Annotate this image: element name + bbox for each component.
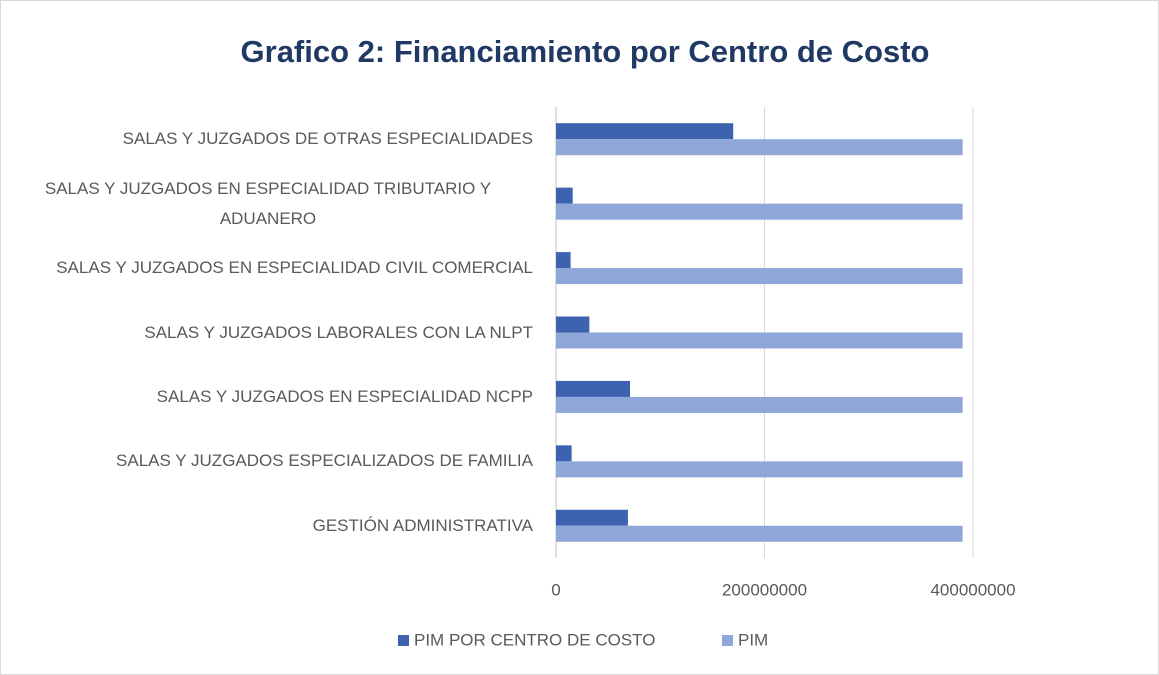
bar — [556, 139, 963, 156]
bar — [556, 316, 590, 333]
y-tick-label-box: GESTIÓN ADMINISTRATIVA — [0, 511, 533, 541]
bar — [556, 203, 963, 220]
y-tick-label: SALAS Y JUZGADOS EN ESPECIALIDAD TRIBUTA… — [44, 178, 492, 228]
y-tick-label-box: SALAS Y JUZGADOS DE OTRAS ESPECIALIDADES — [0, 124, 533, 154]
bar — [556, 123, 734, 140]
y-tick-label: GESTIÓN ADMINISTRATIVA — [312, 515, 533, 535]
bar — [556, 187, 573, 204]
bar — [556, 396, 963, 413]
y-tick-label: SALAS Y JUZGADOS ESPECIALIZADOS DE FAMIL… — [116, 451, 533, 471]
x-tick-label: 400000000 — [930, 580, 1015, 599]
bar — [556, 509, 628, 526]
bar — [556, 332, 963, 349]
y-tick-label-box: SALAS Y JUZGADOS EN ESPECIALIDAD TRIBUTA… — [0, 174, 533, 234]
legend-label: PIM — [738, 630, 768, 649]
legend-label: PIM POR CENTRO DE COSTO — [414, 630, 656, 649]
y-tick-label-box: SALAS Y JUZGADOS ESPECIALIZADOS DE FAMIL… — [0, 446, 533, 476]
y-tick-label-box: SALAS Y JUZGADOS EN ESPECIALIDAD NCPP — [0, 382, 533, 412]
y-tick-label: SALAS Y JUZGADOS DE OTRAS ESPECIALIDADES — [122, 129, 533, 149]
bar — [556, 445, 572, 462]
legend-swatch — [722, 635, 733, 646]
bar — [556, 380, 631, 397]
x-tick-label: 0 — [551, 580, 560, 599]
bar — [556, 268, 963, 285]
bar — [556, 252, 571, 269]
y-tick-label: SALAS Y JUZGADOS EN ESPECIALIDAD NCPP — [156, 386, 533, 406]
bar — [556, 461, 963, 478]
y-tick-label: SALAS Y JUZGADOS EN ESPECIALIDAD CIVIL C… — [56, 258, 533, 278]
bar — [556, 525, 963, 542]
legend-swatch — [398, 635, 409, 646]
x-tick-label: 200000000 — [722, 580, 807, 599]
y-tick-label-box: SALAS Y JUZGADOS LABORALES CON LA NLPT — [0, 318, 533, 348]
chart-title: Grafico 2: Financiamiento por Centro de … — [241, 34, 930, 69]
y-tick-label: SALAS Y JUZGADOS LABORALES CON LA NLPT — [144, 322, 533, 342]
y-tick-label-box: SALAS Y JUZGADOS EN ESPECIALIDAD CIVIL C… — [0, 253, 533, 283]
